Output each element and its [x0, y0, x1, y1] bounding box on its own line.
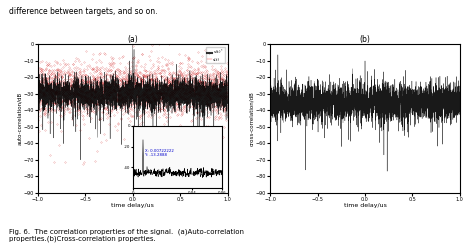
s(t)$^*$: [108, 69, 114, 72]
s(t): [68, 89, 73, 92]
Line: s(t): s(t): [38, 44, 228, 160]
s(t): [78, 158, 83, 161]
s(t)$^*$: [68, 84, 73, 87]
s(t)$^*$: [221, 87, 227, 90]
Y-axis label: auto-correlation/dB: auto-correlation/dB: [17, 92, 22, 145]
s(t)$^*$: [35, 76, 41, 79]
s(t)$^*$: [80, 163, 85, 165]
s(t)$^*$: [116, 95, 122, 98]
s(t): [35, 82, 41, 84]
s(t)$^*$: [225, 78, 230, 81]
s(t): [57, 95, 63, 98]
X-axis label: time delay/us: time delay/us: [111, 203, 154, 208]
s(t): [116, 104, 122, 107]
s(t): [225, 117, 230, 120]
Y-axis label: cross-correlation/dB: cross-correlation/dB: [249, 91, 254, 146]
Title: (a): (a): [128, 35, 138, 44]
Line: s(t)$^*$: s(t)$^*$: [38, 44, 228, 164]
s(t)$^*$: [57, 86, 63, 89]
s(t): [108, 94, 114, 97]
s(t): [201, 86, 206, 89]
Title: (b): (b): [360, 35, 370, 44]
Text: difference between targets, and so on.: difference between targets, and so on.: [9, 7, 158, 16]
s(t)$^*$: [201, 103, 206, 106]
Text: Fig. 6.  The correlation properties of the signal.  (a)Auto-correlation
properti: Fig. 6. The correlation properties of th…: [9, 228, 245, 242]
s(t): [130, 43, 136, 46]
s(t)$^*$: [166, 43, 172, 46]
Legend: s(t)$^*$, s(t): s(t)$^*$, s(t): [206, 46, 226, 63]
X-axis label: time delay/us: time delay/us: [344, 203, 386, 208]
s(t): [221, 96, 227, 99]
